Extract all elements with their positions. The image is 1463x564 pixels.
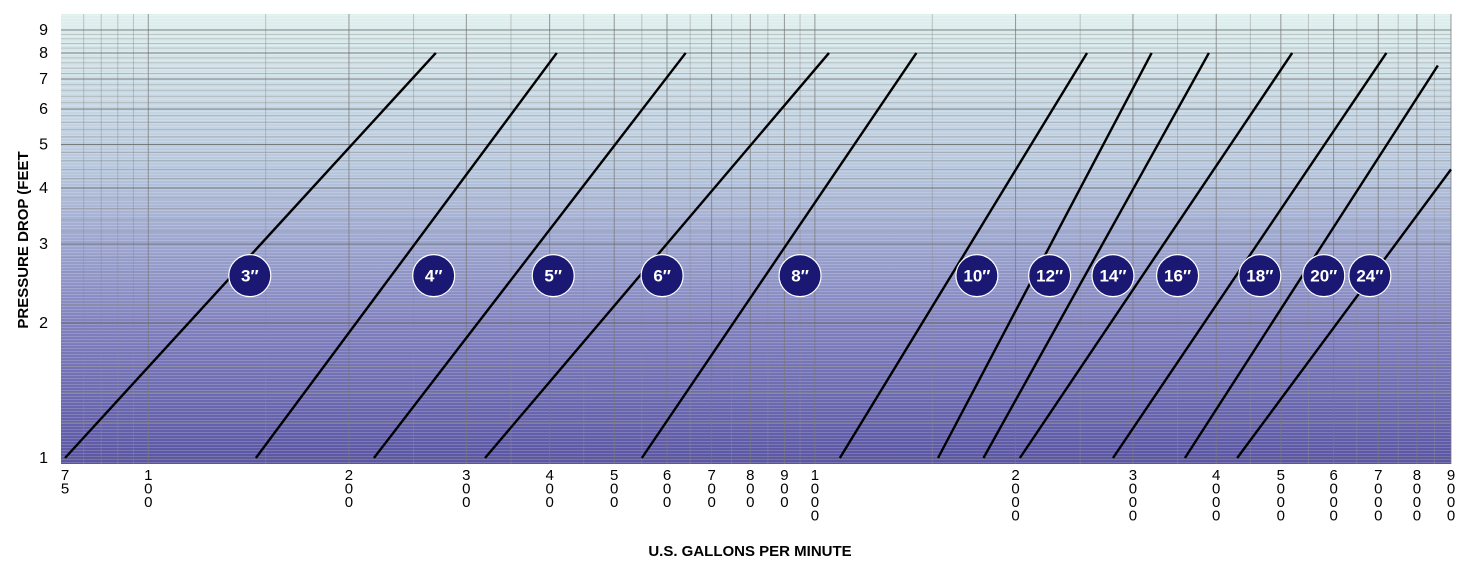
size-badge-circle [640,254,684,298]
series-line-9 [1018,52,1294,459]
size-badge-circle [778,254,822,298]
size-badge-label: 8″ [791,267,809,286]
series-line-10 [1111,52,1388,459]
size-badge-label: 20″ [1310,267,1337,286]
size-badge-circle [531,254,575,298]
size-badges: 3″ 4″ 5″ 6″ 8″ 10″ 12″ 14″ 16″ 18″ 20″ 24″ [228,254,1392,298]
size-badge: 20″ [1302,254,1346,298]
grid-lines [61,14,1452,464]
size-badge: 6″ [640,254,684,298]
size-badge: 18″ [1238,254,1282,298]
y-tick-label: 7 [39,71,48,88]
x-tick-labels: 7 5 1 0 0 2 0 0 3 0 0 4 0 0 5 0 0 6 0 0 7 0 0 8 0 0 9 0 0 1 0 0 0 2 0 0 0 3 0 0… [61,467,1455,525]
size-badge-label: 4″ [425,267,443,286]
size-badge: 16″ [1155,254,1200,298]
size-badge-circle [1238,254,1282,298]
series-line-6 [838,52,1089,459]
y-tick-label: 1 [39,450,48,467]
size-badge: 3″ [228,254,272,298]
series-line-3 [372,52,687,459]
size-badge: 4″ [412,254,456,298]
size-badge: 8″ [778,254,822,298]
size-badge-label: 16″ [1164,267,1191,286]
y-tick-label: 9 [39,22,48,39]
y-tick-labels: 1 2 3 4 5 6 7 8 9 [39,22,48,467]
size-badge: 10″ [955,254,999,298]
size-badge: 5″ [531,254,575,298]
size-badge-label: 24″ [1356,267,1383,286]
series-line-2 [254,52,558,459]
x-axis-label: U.S. GALLONS PER MINUTE [648,543,851,560]
size-badge-label: 18″ [1246,267,1273,286]
size-badge-circle [1348,254,1392,298]
size-badge-circle [412,254,456,298]
size-badge: 14″ [1091,254,1135,298]
plot-background-stripes [61,14,1451,464]
size-badge-label: 5″ [544,267,562,286]
y-tick-label: 8 [39,45,48,62]
size-badge-circle [1155,254,1200,298]
series-line-12 [1236,168,1452,459]
size-badge-label: 14″ [1099,267,1126,286]
y-tick-label: 3 [39,236,48,253]
size-badge-circle [1028,254,1072,298]
y-tick-label: 6 [39,101,48,118]
y-axis-label: PRESSURE DROP (FEET [15,151,32,328]
size-badge-circle [955,254,999,298]
size-badge-circle [1091,254,1135,298]
y-tick-label: 5 [39,136,48,153]
series-line-8 [982,52,1210,459]
size-badge-label: 12″ [1036,267,1063,286]
size-badge-circle [1302,254,1346,298]
size-badge-circle [228,254,272,298]
size-badge: 24″ [1348,254,1392,298]
series-line-5 [640,52,918,459]
y-tick-label: 2 [39,315,48,332]
size-badge-label: 3″ [241,267,259,286]
size-badge-label: 10″ [963,267,990,286]
y-tick-label: 4 [39,180,48,197]
size-badge-label: 6″ [653,267,671,286]
size-badge: 12″ [1028,254,1072,298]
